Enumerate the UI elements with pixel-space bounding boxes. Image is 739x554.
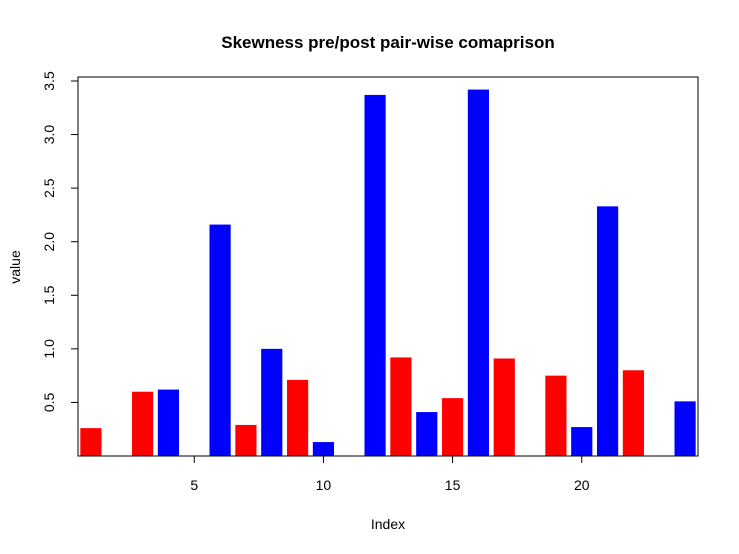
x-tick-label-15: 15 [445,477,461,493]
bar-20 [571,427,593,456]
y-tick-label-2.5: 2.5 [41,178,57,198]
y-axis: 0.5 1.0 1.5 2.0 2.5 3.0 3.5 [41,71,78,412]
y-tick-label-1.5: 1.5 [41,285,57,305]
y-tick-label-3.0: 3.0 [41,125,57,145]
bar-3 [131,391,154,456]
bars-group [80,89,696,457]
bar-12 [364,94,386,456]
bar-1 [80,428,102,456]
plot-frame [77,76,699,457]
x-axis: 5 10 15 20 [190,456,590,493]
y-axis-label: value [7,250,23,284]
bar-15 [441,398,464,456]
y-tick-label-2.0: 2.0 [41,232,57,252]
bar-24 [674,401,696,456]
bar-17 [493,358,515,456]
x-tick-label-10: 10 [316,477,332,493]
x-tick-label-20: 20 [574,477,590,493]
bar-8 [261,348,283,456]
y-tick-label-0.5: 0.5 [41,392,57,412]
bar-19 [545,375,567,456]
bar-6 [209,224,231,456]
y-tick-label-1.0: 1.0 [41,339,57,359]
bar-4 [157,389,180,456]
x-axis-label: Index [371,516,405,532]
bar-21 [596,206,619,456]
bar-22 [622,370,645,456]
bar-9 [286,379,309,456]
bar-16 [467,89,490,457]
chart-title: Skewness pre/post pair-wise comaprison [221,33,555,52]
bar-13 [390,357,412,456]
y-tick-label-3.5: 3.5 [41,71,57,91]
bar-14 [416,412,438,456]
bar-10 [312,442,335,456]
bar-7 [235,424,257,456]
x-tick-label-5: 5 [190,477,198,493]
